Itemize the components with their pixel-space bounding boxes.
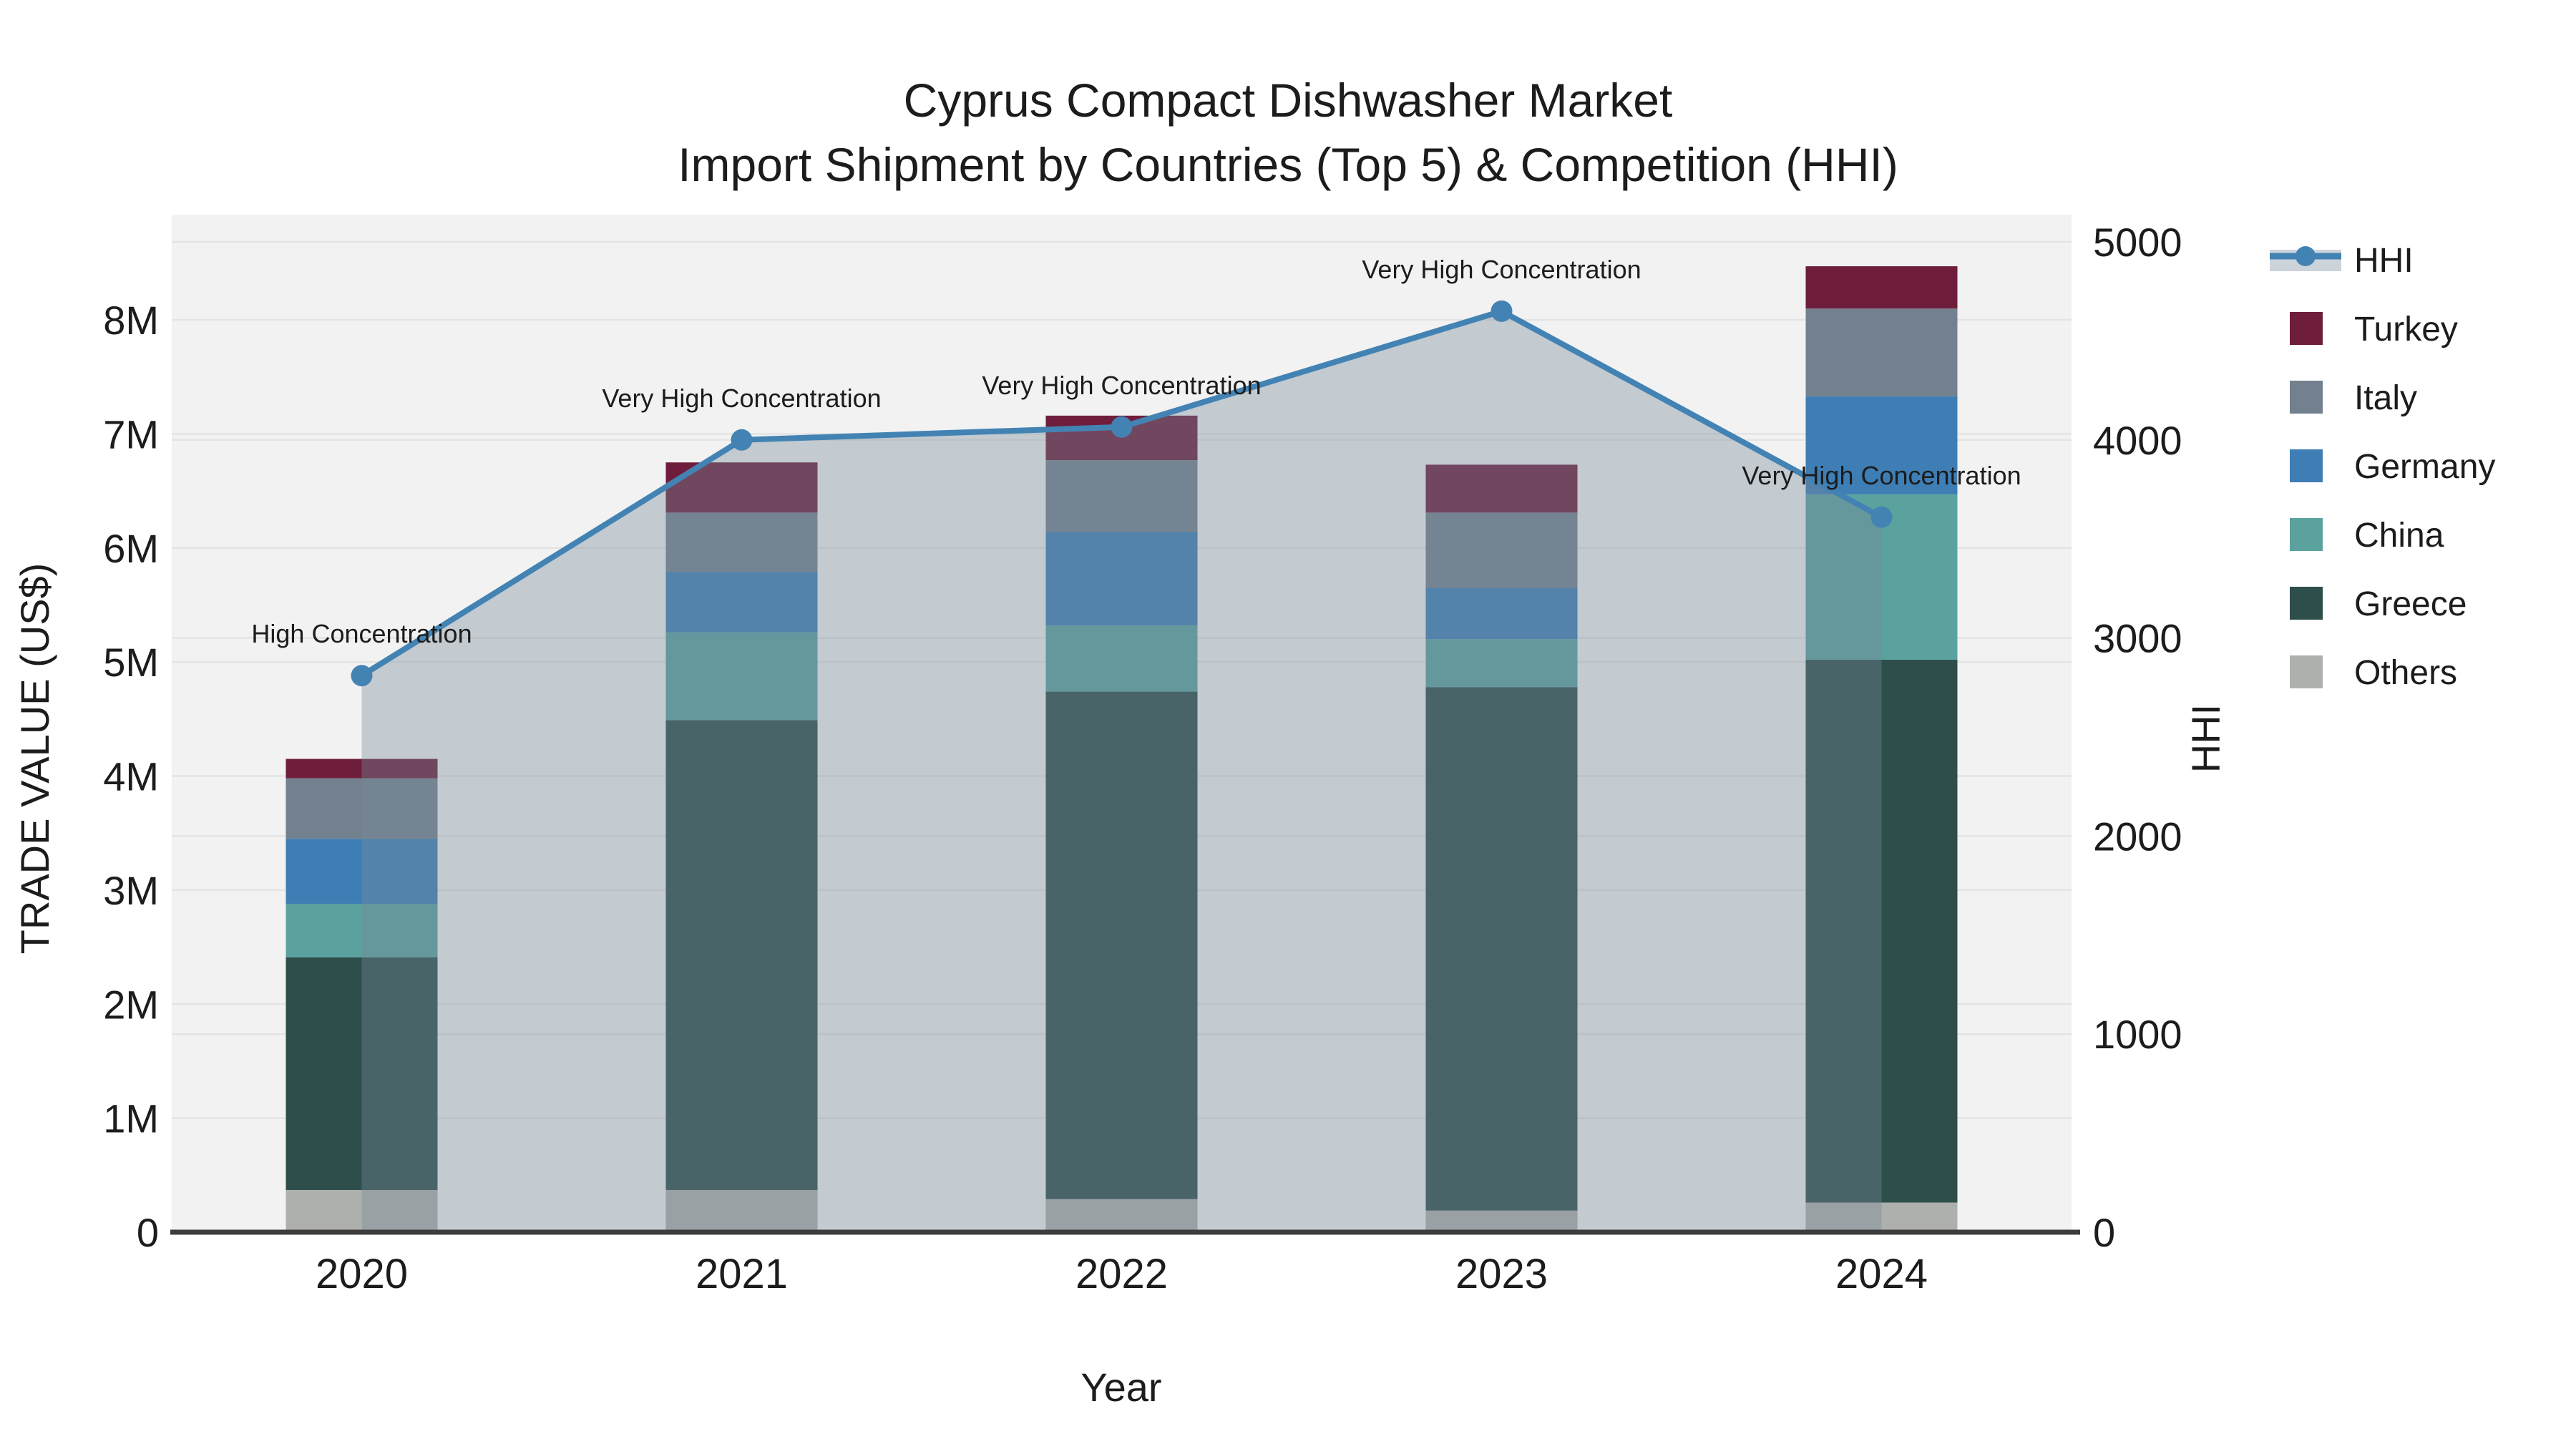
- left-tick-8M: 8M: [103, 298, 159, 343]
- legend-item-italy[interactable]: Italy: [2290, 379, 2417, 417]
- bar-segment-china-2023: [1425, 639, 1578, 688]
- left-axis-ticks: 0 1M 2M 3M 4M 5M 6M 7M 8M: [103, 298, 159, 1255]
- hhi-area-polygon: [361, 311, 1882, 1232]
- right-tick-4000: 4000: [2093, 418, 2182, 463]
- bar-segment-others-2022: [1045, 1199, 1198, 1232]
- bar-segment-italy-2022: [1045, 460, 1198, 532]
- legend-label-turkey: Turkey: [2354, 311, 2458, 348]
- hhi-marker-2021: [731, 429, 753, 451]
- left-tick-2M: 2M: [103, 982, 159, 1027]
- bar-segment-italy-2023: [1425, 512, 1578, 588]
- right-tick-3000: 3000: [2093, 616, 2182, 661]
- bar-segment-others-2021: [665, 1190, 818, 1232]
- bar-segment-germany-2023: [1425, 587, 1578, 640]
- right-axis-ticks: 0 1000 2000 3000 4000 5000: [2093, 220, 2182, 1255]
- annotation-2021: Very High Concentration: [602, 384, 881, 413]
- left-tick-5M: 5M: [103, 640, 159, 685]
- legend-item-hhi[interactable]: HHI: [2270, 242, 2414, 280]
- bar-segment-italy-2024: [1805, 308, 1958, 396]
- legend-item-turkey[interactable]: Turkey: [2290, 311, 2458, 348]
- bar-segment-turkey-2020: [286, 758, 438, 779]
- right-tick-2000: 2000: [2093, 814, 2182, 859]
- x-tick-2024: 2024: [1835, 1251, 1928, 1297]
- legend-swatch-germany: [2290, 449, 2323, 482]
- annotation-2020: High Concentration: [251, 619, 472, 648]
- hhi-marker-2023: [1491, 300, 1513, 322]
- legend-label-greece: Greece: [2354, 585, 2467, 623]
- legend-item-others[interactable]: Others: [2290, 654, 2457, 692]
- legend-label-china: China: [2354, 517, 2444, 555]
- x-tick-2020: 2020: [316, 1251, 408, 1297]
- stacked-bars: [286, 266, 1958, 1232]
- bar-segment-germany-2021: [665, 572, 818, 633]
- left-tick-0: 0: [137, 1210, 159, 1255]
- bar-segment-others-2024: [1805, 1202, 1958, 1232]
- left-tick-6M: 6M: [103, 526, 159, 571]
- legend-item-china[interactable]: China: [2290, 517, 2444, 555]
- hhi-marker-2020: [351, 665, 373, 687]
- right-axis-title: HHI: [2183, 704, 2228, 773]
- bar-segment-greece-2024: [1805, 659, 1958, 1203]
- bar-segment-others-2023: [1425, 1210, 1578, 1232]
- legend-item-greece[interactable]: Greece: [2290, 585, 2467, 623]
- legend-swatch-turkey: [2290, 312, 2323, 345]
- bar-segment-china-2022: [1045, 625, 1198, 692]
- left-tick-4M: 4M: [103, 754, 159, 799]
- bar-segment-china-2021: [665, 632, 818, 721]
- hhi-marker-2024: [1870, 506, 1893, 528]
- annotation-2024: Very High Concentration: [1742, 461, 2021, 490]
- chart-title-line2: Import Shipment by Countries (Top 5) & C…: [678, 138, 1898, 191]
- bar-segment-greece-2022: [1045, 691, 1198, 1199]
- bar-segment-turkey-2024: [1805, 266, 1958, 309]
- left-tick-7M: 7M: [103, 411, 159, 457]
- x-tick-2023: 2023: [1455, 1251, 1548, 1297]
- bar-segment-others-2020: [286, 1190, 438, 1232]
- legend-swatch-greece: [2290, 587, 2323, 620]
- x-axis-title: Year: [1080, 1365, 1161, 1410]
- bar-segment-germany-2024: [1805, 396, 1958, 494]
- bar-segment-greece-2020: [286, 957, 438, 1191]
- bar-segment-greece-2023: [1425, 687, 1578, 1211]
- legend: HHI Turkey Italy Germany China Greece Others: [2270, 242, 2495, 692]
- annotation-2022: Very High Concentration: [982, 371, 1261, 400]
- bar-segment-italy-2020: [286, 778, 438, 839]
- legend-swatch-china: [2290, 518, 2323, 551]
- legend-label-germany: Germany: [2354, 448, 2495, 486]
- bar-segment-greece-2021: [665, 720, 818, 1191]
- left-tick-1M: 1M: [103, 1096, 159, 1141]
- legend-item-germany[interactable]: Germany: [2290, 448, 2495, 486]
- legend-swatch-others: [2290, 655, 2323, 688]
- bar-segment-germany-2020: [286, 839, 438, 904]
- legend-swatch-italy: [2290, 381, 2323, 414]
- legend-hhi-marker-sample: [2296, 246, 2316, 266]
- annotations: High Concentration Very High Concentratio…: [251, 255, 2021, 648]
- x-tick-2022: 2022: [1075, 1251, 1168, 1297]
- bar-segment-italy-2021: [665, 512, 818, 572]
- hhi-line: [351, 300, 1893, 687]
- right-tick-1000: 1000: [2093, 1012, 2182, 1057]
- hhi-marker-2022: [1111, 416, 1133, 438]
- bar-segment-turkey-2023: [1425, 464, 1578, 513]
- legend-label-italy: Italy: [2354, 379, 2417, 417]
- x-tick-2021: 2021: [696, 1251, 788, 1297]
- left-tick-3M: 3M: [103, 868, 159, 913]
- legend-label-others: Others: [2354, 654, 2457, 692]
- chart-title-line1: Cyprus Compact Dishwasher Market: [904, 74, 1673, 127]
- annotation-2023: Very High Concentration: [1362, 255, 1641, 284]
- hhi-area-fill: [361, 311, 1882, 1232]
- left-axis-title: TRADE VALUE (US$): [12, 563, 57, 955]
- bar-segment-china-2020: [286, 904, 438, 957]
- x-axis-ticks: 2020 2021 2022 2023 2024: [316, 1251, 1928, 1297]
- right-tick-5000: 5000: [2093, 220, 2182, 265]
- right-tick-0: 0: [2093, 1210, 2115, 1255]
- bar-segment-germany-2022: [1045, 532, 1198, 626]
- legend-label-hhi: HHI: [2354, 242, 2414, 280]
